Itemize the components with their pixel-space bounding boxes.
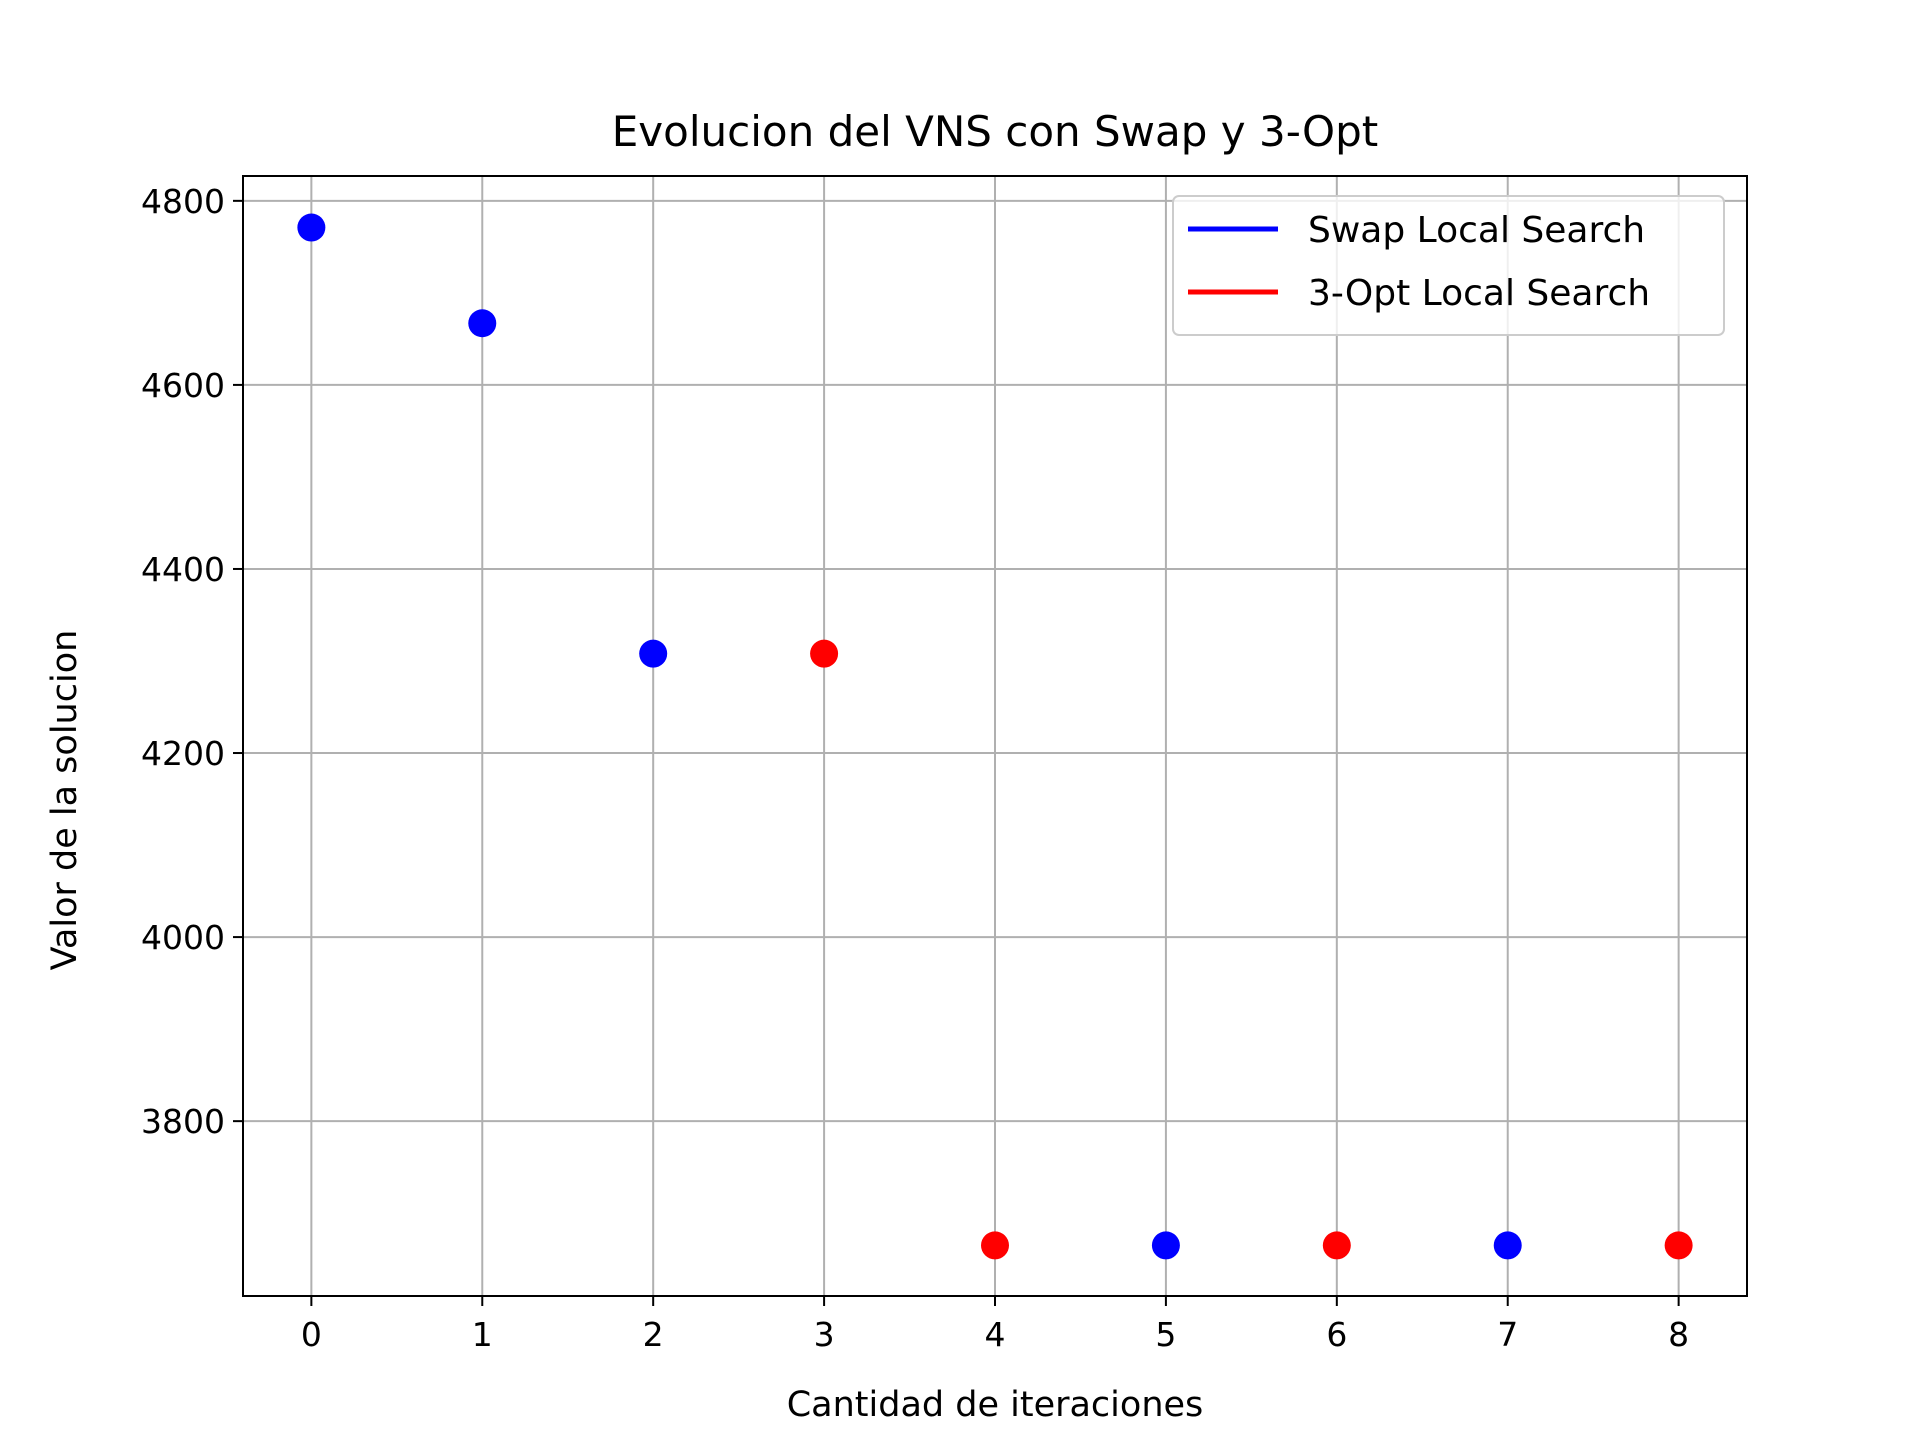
data-points [297, 213, 1693, 1260]
axis-ticks: 0 1 2 3 4 5 6 7 8 3800 4000 4200 4400 4600 4800 [141, 182, 1689, 1354]
swap-point [468, 309, 497, 338]
x-tick-label: 7 [1497, 1315, 1518, 1354]
swap-point [639, 639, 668, 668]
grid [243, 176, 1747, 1296]
y-axis-label: Valor de la solucion [45, 630, 85, 971]
x-tick-label: 4 [985, 1315, 1006, 1354]
y-tick-label: 4800 [141, 182, 225, 221]
x-tick-label: 2 [643, 1315, 664, 1354]
plot-frame [242, 175, 1748, 1297]
3opt-point [1664, 1231, 1693, 1260]
y-tick-label: 4000 [141, 918, 225, 957]
y-tick-label: 4200 [141, 734, 225, 773]
swap-point [1493, 1231, 1522, 1260]
chart-title: Evolucion del VNS con Swap y 3-Opt [612, 107, 1378, 156]
y-tick-label: 4600 [141, 366, 225, 405]
x-tick-label: 0 [301, 1315, 322, 1354]
swap-point [1151, 1231, 1180, 1260]
x-tick-label: 8 [1668, 1315, 1689, 1354]
3opt-point [810, 639, 839, 668]
legend: Swap Local Search 3-Opt Local Search [1172, 195, 1725, 336]
swap-point [297, 213, 326, 242]
x-axis-label: Cantidad de iteraciones [787, 1385, 1204, 1425]
3opt-point [981, 1231, 1009, 1260]
legend-3opt-label: 3-Opt Local Search [1308, 273, 1650, 314]
y-tick-label: 4400 [141, 550, 225, 589]
x-tick-label: 5 [1155, 1315, 1176, 1354]
x-tick-label: 1 [472, 1315, 493, 1354]
y-tick-label: 3800 [141, 1102, 225, 1141]
x-tick-label: 3 [814, 1315, 835, 1354]
legend-box [1172, 195, 1725, 336]
3opt-point [1322, 1231, 1351, 1260]
x-tick-label: 6 [1326, 1315, 1347, 1354]
legend-swap-label: Swap Local Search [1308, 210, 1645, 251]
